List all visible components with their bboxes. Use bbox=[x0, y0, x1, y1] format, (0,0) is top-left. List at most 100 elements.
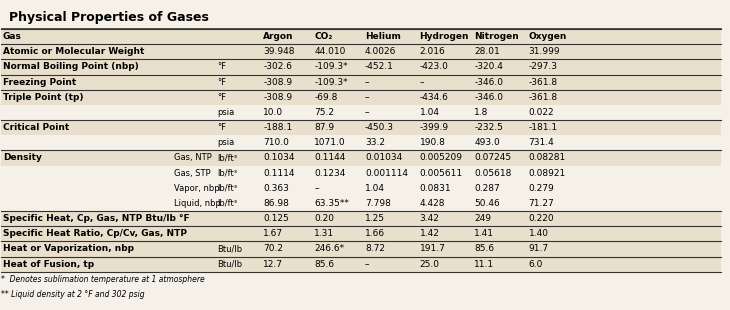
Text: 190.8: 190.8 bbox=[420, 138, 445, 147]
Text: 246.6*: 246.6* bbox=[314, 245, 345, 254]
Text: -109.3*: -109.3* bbox=[314, 62, 347, 72]
Text: 0.1034: 0.1034 bbox=[264, 153, 295, 162]
Text: 75.2: 75.2 bbox=[314, 108, 334, 117]
Text: Hydrogen: Hydrogen bbox=[420, 32, 469, 41]
Text: 0.1144: 0.1144 bbox=[314, 153, 345, 162]
Text: -452.1: -452.1 bbox=[365, 62, 394, 72]
Text: -320.4: -320.4 bbox=[474, 62, 503, 72]
Text: Gas: Gas bbox=[3, 32, 22, 41]
Text: 1.04: 1.04 bbox=[365, 184, 385, 193]
Text: 87.9: 87.9 bbox=[314, 123, 334, 132]
Text: 86.98: 86.98 bbox=[264, 199, 289, 208]
Text: 0.20: 0.20 bbox=[314, 214, 334, 223]
Text: 63.35**: 63.35** bbox=[314, 199, 349, 208]
Text: -188.1: -188.1 bbox=[264, 123, 292, 132]
Text: °F: °F bbox=[218, 62, 226, 72]
Text: 71.27: 71.27 bbox=[529, 199, 554, 208]
FancyBboxPatch shape bbox=[1, 74, 721, 90]
Text: –: – bbox=[365, 260, 369, 269]
Text: °F: °F bbox=[218, 78, 226, 86]
Text: Heat or Vaporization, nbp: Heat or Vaporization, nbp bbox=[3, 245, 134, 254]
Text: 1071.0: 1071.0 bbox=[314, 138, 346, 147]
Text: -346.0: -346.0 bbox=[474, 78, 503, 86]
FancyBboxPatch shape bbox=[1, 150, 721, 166]
Text: –: – bbox=[314, 184, 318, 193]
Text: Critical Point: Critical Point bbox=[3, 123, 69, 132]
Text: 10.0: 10.0 bbox=[264, 108, 283, 117]
Text: –: – bbox=[365, 93, 369, 102]
Text: Nitrogen: Nitrogen bbox=[474, 32, 519, 41]
Text: 0.01034: 0.01034 bbox=[365, 153, 402, 162]
FancyBboxPatch shape bbox=[1, 105, 721, 120]
Text: -450.3: -450.3 bbox=[365, 123, 394, 132]
Text: °F: °F bbox=[218, 123, 226, 132]
Text: -69.8: -69.8 bbox=[314, 93, 337, 102]
Text: 1.04: 1.04 bbox=[420, 108, 439, 117]
Text: Gas, NTP: Gas, NTP bbox=[174, 153, 212, 162]
Text: 12.7: 12.7 bbox=[264, 260, 283, 269]
Text: 0.1114: 0.1114 bbox=[264, 169, 295, 178]
Text: -109.3*: -109.3* bbox=[314, 78, 347, 86]
Text: °F: °F bbox=[218, 93, 226, 102]
Text: 731.4: 731.4 bbox=[529, 138, 554, 147]
Text: -399.9: -399.9 bbox=[420, 123, 449, 132]
Text: Btu/lb: Btu/lb bbox=[218, 260, 242, 269]
Text: Gas, STP: Gas, STP bbox=[174, 169, 210, 178]
Text: 0.220: 0.220 bbox=[529, 214, 554, 223]
FancyBboxPatch shape bbox=[1, 181, 721, 196]
Text: -297.3: -297.3 bbox=[529, 62, 558, 72]
Text: Atomic or Molecular Weight: Atomic or Molecular Weight bbox=[3, 47, 145, 56]
FancyBboxPatch shape bbox=[1, 29, 721, 44]
Text: 0.005611: 0.005611 bbox=[420, 169, 463, 178]
Text: -181.1: -181.1 bbox=[529, 123, 558, 132]
Text: 85.6: 85.6 bbox=[314, 260, 334, 269]
Text: 1.25: 1.25 bbox=[365, 214, 385, 223]
FancyBboxPatch shape bbox=[1, 166, 721, 181]
FancyBboxPatch shape bbox=[1, 241, 721, 257]
Text: Specific Heat, Cp, Gas, NTP Btu/lb °F: Specific Heat, Cp, Gas, NTP Btu/lb °F bbox=[3, 214, 190, 223]
Text: 1.42: 1.42 bbox=[420, 229, 439, 238]
Text: 1.8: 1.8 bbox=[474, 108, 488, 117]
Text: Density: Density bbox=[3, 153, 42, 162]
FancyBboxPatch shape bbox=[1, 211, 721, 226]
Text: 0.279: 0.279 bbox=[529, 184, 554, 193]
FancyBboxPatch shape bbox=[1, 60, 721, 74]
Text: Btu/lb: Btu/lb bbox=[218, 245, 242, 254]
Text: 3.42: 3.42 bbox=[420, 214, 439, 223]
FancyBboxPatch shape bbox=[1, 120, 721, 135]
Text: 191.7: 191.7 bbox=[420, 245, 445, 254]
FancyBboxPatch shape bbox=[1, 44, 721, 60]
Text: -232.5: -232.5 bbox=[474, 123, 503, 132]
Text: psia: psia bbox=[218, 138, 234, 147]
Text: 1.41: 1.41 bbox=[474, 229, 494, 238]
Text: Triple Point (tp): Triple Point (tp) bbox=[3, 93, 83, 102]
Text: 0.363: 0.363 bbox=[264, 184, 289, 193]
Text: 7.798: 7.798 bbox=[365, 199, 391, 208]
Text: -302.6: -302.6 bbox=[264, 62, 292, 72]
Text: 710.0: 710.0 bbox=[264, 138, 289, 147]
Text: Specific Heat Ratio, Cp/Cv, Gas, NTP: Specific Heat Ratio, Cp/Cv, Gas, NTP bbox=[3, 229, 187, 238]
Text: Physical Properties of Gases: Physical Properties of Gases bbox=[9, 11, 209, 24]
Text: 28.01: 28.01 bbox=[474, 47, 500, 56]
Text: 0.287: 0.287 bbox=[474, 184, 500, 193]
FancyBboxPatch shape bbox=[1, 257, 721, 272]
Text: –: – bbox=[365, 78, 369, 86]
Text: lb/ft³: lb/ft³ bbox=[218, 199, 237, 208]
Text: 0.125: 0.125 bbox=[264, 214, 289, 223]
Text: 70.2: 70.2 bbox=[264, 245, 283, 254]
Text: 0.05618: 0.05618 bbox=[474, 169, 512, 178]
Text: 50.46: 50.46 bbox=[474, 199, 500, 208]
FancyBboxPatch shape bbox=[1, 196, 721, 211]
Text: *  Denotes sublimation temperature at 1 atmosphere: * Denotes sublimation temperature at 1 a… bbox=[1, 275, 205, 284]
Text: -434.6: -434.6 bbox=[420, 93, 448, 102]
Text: -308.9: -308.9 bbox=[264, 93, 292, 102]
Text: 493.0: 493.0 bbox=[474, 138, 500, 147]
Text: Freezing Point: Freezing Point bbox=[3, 78, 76, 86]
Text: -308.9: -308.9 bbox=[264, 78, 292, 86]
Text: 0.022: 0.022 bbox=[529, 108, 554, 117]
Text: 0.07245: 0.07245 bbox=[474, 153, 511, 162]
Text: 91.7: 91.7 bbox=[529, 245, 549, 254]
Text: Vapor, nbp: Vapor, nbp bbox=[174, 184, 220, 193]
Text: 0.1234: 0.1234 bbox=[314, 169, 345, 178]
Text: 25.0: 25.0 bbox=[420, 260, 439, 269]
